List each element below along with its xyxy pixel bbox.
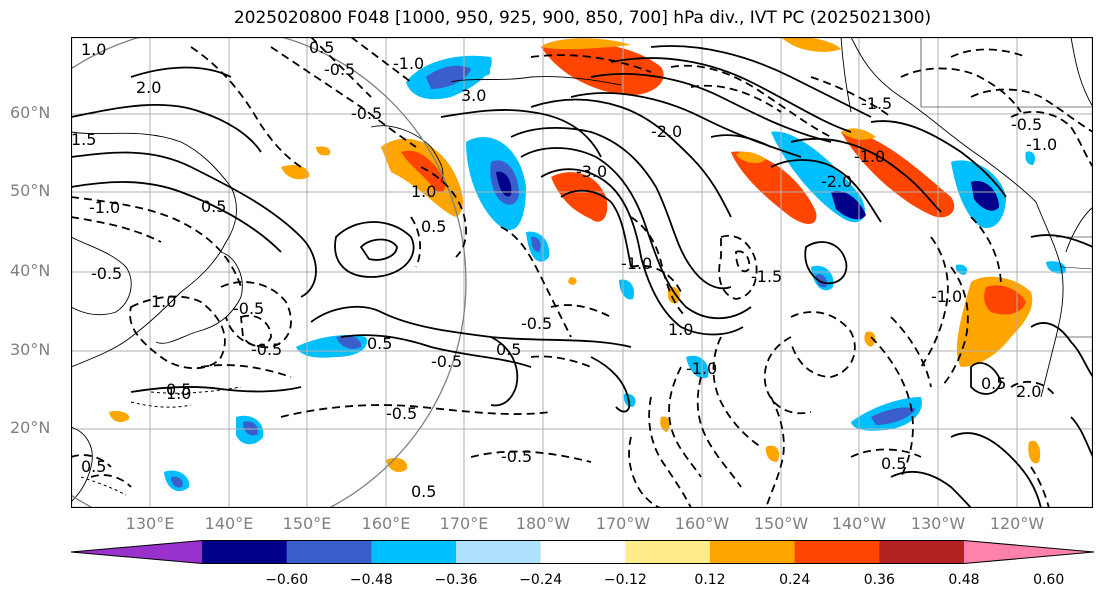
contour-label: -0.5: [501, 447, 532, 466]
contours-negative: [71, 37, 1093, 508]
contour-label: 1.0: [166, 384, 191, 403]
contour-label: -3.0: [576, 162, 607, 181]
lon-label: 140°E: [204, 514, 254, 533]
lon-label: 120°W: [989, 514, 1045, 533]
colorbar-cell: [202, 540, 288, 564]
contour-label: -0.5: [386, 404, 417, 423]
lat-label: 40°N: [10, 261, 51, 280]
colorbar-cell: [71, 540, 202, 564]
lon-label: 150°E: [282, 514, 332, 533]
contour-label: -0.5: [431, 352, 462, 371]
colorbar-tick-label: −0.60: [265, 572, 309, 588]
contour-label: -2.0: [651, 122, 682, 141]
contour-label: -1.0: [621, 254, 652, 273]
lon-label: 160°W: [674, 514, 730, 533]
contour-label: 0.5: [166, 380, 191, 399]
contour-label: -1.0: [854, 147, 885, 166]
contour-label: 1.0: [81, 40, 106, 59]
contour-label: -0.5: [91, 264, 122, 283]
contours-positive: [71, 45, 1093, 508]
lon-label: 170°E: [439, 514, 489, 533]
contour-labels: 1.0 0.5 -0.5 2.0 1.5 -1.0 0.5 -0.5 -1.0 …: [71, 38, 1057, 501]
colorbar-tick-label: −0.12: [603, 572, 647, 588]
contour-label: 1.0: [411, 182, 436, 201]
lat-label: 50°N: [10, 181, 51, 200]
grid-lines: [71, 37, 1093, 508]
map-title: 2025020800 F048 [1000, 950, 925, 900, 85…: [233, 8, 932, 28]
lon-label: 170°W: [595, 514, 651, 533]
colorbar-cell: [794, 540, 880, 564]
colorbar-cell: [540, 540, 626, 564]
coastlines: [71, 37, 1093, 503]
contour-label: 1.0: [668, 320, 693, 339]
colorbar: [71, 540, 1095, 564]
contours-thin: [80, 386, 242, 496]
contour-label: 0.5: [881, 454, 906, 473]
lat-label: 30°N: [10, 340, 51, 359]
reference-circle: [71, 37, 467, 508]
lon-label: 180°W: [515, 514, 571, 533]
map-panel: 1.0 0.5 -0.5 2.0 1.5 -1.0 0.5 -0.5 -1.0 …: [71, 37, 1093, 508]
lon-label: 130°E: [125, 514, 175, 533]
colorbar-cell: [456, 540, 542, 564]
contour-label: -0.5: [1011, 115, 1042, 134]
colorbar-cell: [371, 540, 457, 564]
lon-label: 130°W: [910, 514, 966, 533]
colorbar-tick-label: −0.48: [349, 572, 393, 588]
lon-label: 150°W: [753, 514, 809, 533]
contour-label: -0.5: [233, 299, 264, 318]
contour-label: 0.5: [496, 340, 521, 359]
colorbar-tick-label: 0.24: [779, 572, 811, 588]
contour-label: 0.5: [309, 38, 334, 57]
contour-label: 1.0: [151, 292, 176, 311]
colorbar-tick-label: 0.60: [1033, 572, 1065, 588]
colorbar-cell: [964, 540, 1094, 564]
lon-label: 160°E: [361, 514, 411, 533]
colorbar-tick-label: −0.24: [519, 572, 563, 588]
contour-label: 2.0: [1016, 382, 1041, 401]
lat-label: 20°N: [10, 418, 51, 437]
contour-label: 0.5: [411, 482, 436, 501]
colorbar-tick-label: 0.48: [948, 572, 980, 588]
contour-label: -1.0: [393, 54, 424, 73]
contour-label: 0.5: [81, 457, 106, 476]
contour-label: 0.5: [367, 334, 392, 353]
contour-label: 0.5: [981, 374, 1006, 393]
contour-label: -1.5: [861, 94, 892, 113]
contour-label: -2.0: [821, 172, 852, 191]
colorbar-tick-label: 0.36: [863, 572, 895, 588]
contour-label: -0.5: [351, 104, 382, 123]
colorbar-cell: [625, 540, 711, 564]
contour-label: -0.5: [324, 60, 355, 79]
contour-label: 1.5: [71, 130, 96, 149]
contour-label: 0.5: [421, 217, 446, 236]
colorbar-cell: [879, 540, 965, 564]
contour-label: -0.5: [521, 314, 552, 333]
contour-label: -1.5: [751, 267, 782, 286]
contour-label: 3.0: [461, 86, 486, 105]
contour-label: -0.5: [251, 340, 282, 359]
lat-label: 60°N: [10, 103, 51, 122]
colorbar-cell: [710, 540, 796, 564]
contour-label: -1.0: [89, 198, 120, 217]
map-frame: [71, 37, 1093, 508]
contour-label: 0.5: [201, 197, 226, 216]
contour-label: -1.0: [1026, 135, 1057, 154]
colorbar-tick-label: −0.36: [434, 572, 478, 588]
colorbar-tick-label: 0.12: [694, 572, 726, 588]
contour-label: -1.0: [931, 287, 962, 306]
lon-label: 140°W: [831, 514, 887, 533]
contour-label: 2.0: [136, 78, 161, 97]
contour-label: -1.0: [686, 359, 717, 378]
colorbar-cell: [286, 540, 372, 564]
